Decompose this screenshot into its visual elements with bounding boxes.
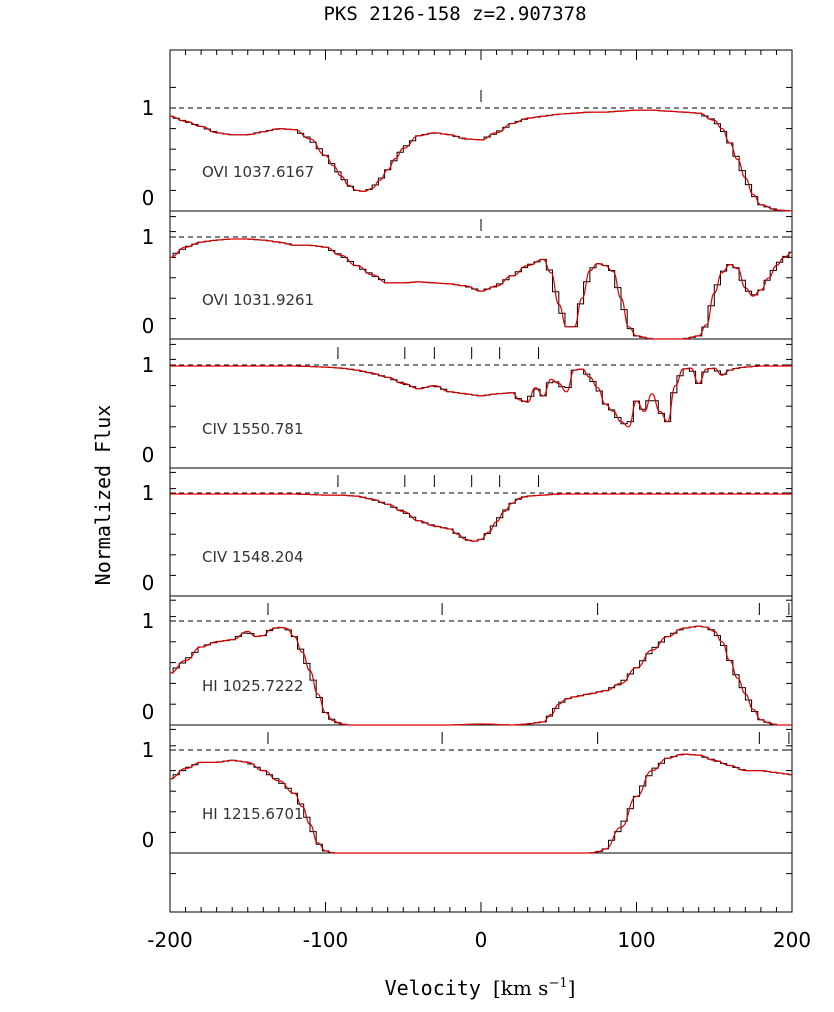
x-tick-label: 200 [773,928,811,952]
x-axis-unit-exp: −1 [548,976,567,991]
y-axis-label: Normalized Flux [91,405,115,586]
y-tick-label-one: 1 [142,609,155,633]
data-histogram [170,753,792,854]
transition-label: CIV 1550.781 [202,420,304,438]
model-fit [170,493,792,543]
y-tick-label-zero: 0 [142,828,155,852]
model-fit [169,625,792,726]
chart-title: PKS 2126-158 z=2.907378 [323,3,586,25]
y-tick-label-one: 1 [142,353,155,377]
y-tick-label-one: 1 [142,225,155,249]
y-tick-label-zero: 0 [142,443,155,467]
transition-label: CIV 1548.204 [202,548,304,566]
x-tick-label: 100 [617,928,655,952]
data-histogram [170,625,792,726]
y-tick-label-zero: 0 [142,186,155,210]
x-axis-unit-close: ] [568,976,576,1000]
model-fit [169,753,793,854]
spectrum-panel: 1 0 OVI 1037.6167 [142,86,793,233]
data-histogram [170,365,792,425]
x-tick-label: -200 [147,928,192,952]
y-tick-label-zero: 0 [142,571,155,595]
x-tick-label: 0 [475,928,488,952]
x-axis-label-name: Velocity [385,976,481,1000]
transition-label: HI 1025.7222 [202,677,304,695]
data-histogram [170,493,792,542]
x-tick-label: -100 [303,928,348,952]
transition-label: OVI 1037.6167 [202,163,314,181]
y-tick-label-one: 1 [142,738,155,762]
data-histogram [170,238,792,340]
spectrum-panel: 1 0 CIV 1550.781 [142,343,792,490]
x-axis-unit: [km s [493,976,549,1000]
spectrum-panel: 1 0 CIV 1548.204 [142,471,792,618]
y-tick-label-zero: 0 [142,314,155,338]
model-fit [170,365,792,428]
transition-label: OVI 1031.9261 [202,291,314,309]
data-histogram [170,109,792,212]
y-tick-label-one: 1 [142,481,155,505]
transition-label: HI 1215.6701 [202,805,304,823]
y-tick-label-one: 1 [142,96,155,120]
spectrum-panel: 1 0 OVI 1031.9261 [142,216,793,360]
spectrum-panel: 1 0 HI 1025.7222 [142,599,792,747]
model-fit [169,109,793,212]
spectrum-panel: 1 0 HI 1215.6701 [142,728,793,875]
model-fit [169,238,793,340]
y-tick-label-zero: 0 [142,700,155,724]
x-axis-label: Velocity [km s−1] [385,976,576,1000]
